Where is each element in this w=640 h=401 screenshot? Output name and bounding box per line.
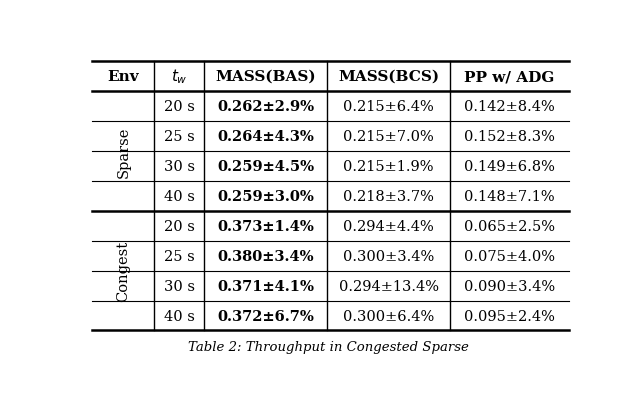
Text: 30 s: 30 s — [164, 160, 195, 174]
Text: 0.371±4.1%: 0.371±4.1% — [217, 279, 314, 293]
Text: 0.264±4.3%: 0.264±4.3% — [218, 130, 314, 144]
Text: Env: Env — [108, 70, 139, 84]
Text: 25 s: 25 s — [164, 130, 195, 144]
Text: 0.380±3.4%: 0.380±3.4% — [218, 249, 314, 263]
Text: 20 s: 20 s — [164, 219, 195, 233]
Text: MASS(BCS): MASS(BCS) — [338, 70, 439, 84]
Text: 0.373±1.4%: 0.373±1.4% — [218, 219, 314, 233]
Text: 0.215±6.4%: 0.215±6.4% — [343, 100, 434, 114]
Text: PP w/ ADG: PP w/ ADG — [464, 70, 554, 84]
Text: 40 s: 40 s — [164, 189, 195, 203]
Text: 0.148±7.1%: 0.148±7.1% — [464, 189, 555, 203]
Text: $t_w$: $t_w$ — [171, 68, 188, 86]
Text: Congest: Congest — [116, 241, 131, 302]
Text: 0.294±4.4%: 0.294±4.4% — [343, 219, 434, 233]
Text: 0.259±4.5%: 0.259±4.5% — [217, 160, 314, 174]
Text: Sparse: Sparse — [116, 126, 131, 177]
Text: 0.372±6.7%: 0.372±6.7% — [218, 309, 314, 323]
Text: 0.152±8.3%: 0.152±8.3% — [464, 130, 555, 144]
Text: 0.300±3.4%: 0.300±3.4% — [343, 249, 434, 263]
Text: Table 2: Throughput in Congested Sparse: Table 2: Throughput in Congested Sparse — [188, 340, 468, 354]
Text: 0.215±7.0%: 0.215±7.0% — [343, 130, 434, 144]
Text: 0.294±13.4%: 0.294±13.4% — [339, 279, 438, 293]
Text: 0.149±6.8%: 0.149±6.8% — [464, 160, 555, 174]
Text: 0.218±3.7%: 0.218±3.7% — [343, 189, 434, 203]
Text: 40 s: 40 s — [164, 309, 195, 323]
Text: 0.262±2.9%: 0.262±2.9% — [217, 100, 314, 114]
Text: 0.090±3.4%: 0.090±3.4% — [464, 279, 555, 293]
Text: 25 s: 25 s — [164, 249, 195, 263]
Text: 30 s: 30 s — [164, 279, 195, 293]
Text: 0.300±6.4%: 0.300±6.4% — [343, 309, 434, 323]
Text: 0.142±8.4%: 0.142±8.4% — [464, 100, 555, 114]
Text: 20 s: 20 s — [164, 100, 195, 114]
Text: 0.215±1.9%: 0.215±1.9% — [343, 160, 434, 174]
Text: 0.095±2.4%: 0.095±2.4% — [464, 309, 555, 323]
Text: MASS(BAS): MASS(BAS) — [216, 70, 316, 84]
Text: 0.065±2.5%: 0.065±2.5% — [464, 219, 555, 233]
Text: 0.259±3.0%: 0.259±3.0% — [218, 189, 314, 203]
Text: 0.075±4.0%: 0.075±4.0% — [464, 249, 555, 263]
